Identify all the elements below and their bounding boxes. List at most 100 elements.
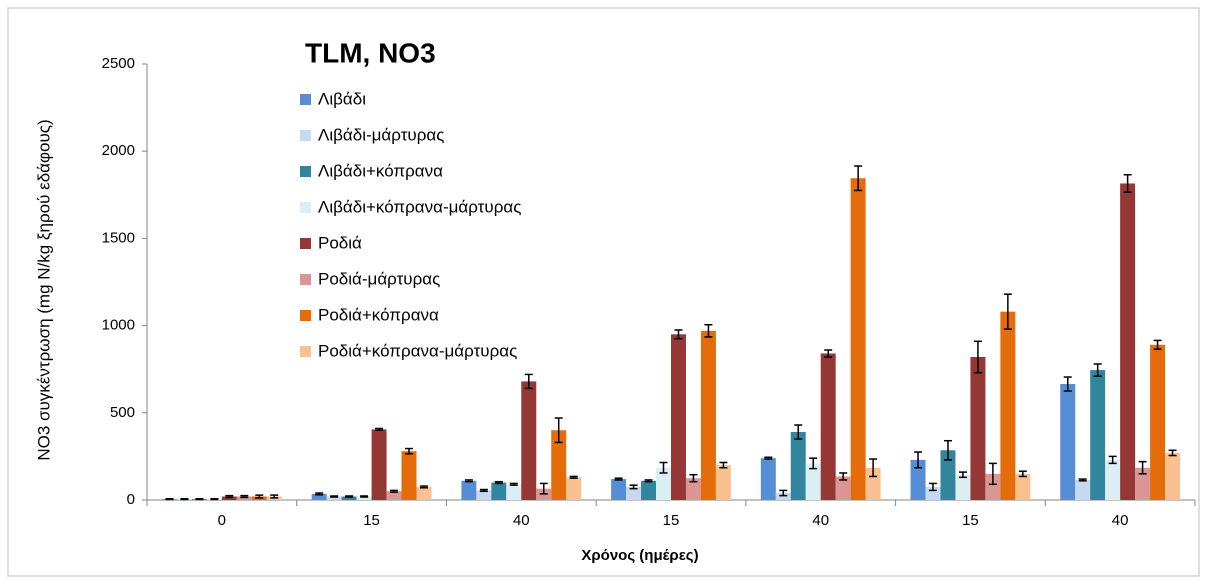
error-bar bbox=[779, 489, 788, 497]
error-bar bbox=[839, 472, 848, 481]
y-tick-label: 1000 bbox=[102, 317, 135, 334]
error-bar bbox=[464, 479, 473, 483]
bar bbox=[671, 334, 686, 500]
bar bbox=[626, 486, 642, 500]
legend-label: Λιβάδι+κόπρανα bbox=[318, 161, 443, 180]
y-tick-label: 2000 bbox=[102, 142, 135, 159]
error-bar bbox=[824, 349, 833, 358]
legend-label: Ροδιά-μάρτυρας bbox=[318, 269, 440, 288]
error-bar bbox=[943, 439, 952, 461]
legend-swatch bbox=[300, 166, 311, 177]
error-bar bbox=[614, 477, 623, 481]
bar bbox=[491, 482, 507, 500]
error-bar bbox=[689, 473, 698, 483]
bar bbox=[521, 381, 537, 500]
bar bbox=[805, 463, 821, 500]
error-bar bbox=[524, 373, 533, 390]
error-bar bbox=[360, 495, 369, 498]
error-bar bbox=[554, 417, 563, 444]
error-bar bbox=[210, 498, 219, 501]
error-bar bbox=[1018, 470, 1027, 478]
error-bar bbox=[240, 494, 249, 499]
legend-swatch bbox=[300, 94, 311, 105]
error-bar bbox=[914, 451, 923, 469]
bar bbox=[850, 178, 866, 500]
error-bar bbox=[988, 462, 997, 486]
bar bbox=[910, 459, 926, 500]
bar bbox=[940, 450, 956, 500]
error-bar bbox=[405, 447, 413, 455]
x-tick-label: 15 bbox=[363, 512, 380, 529]
error-bar bbox=[330, 495, 339, 498]
error-bar bbox=[674, 329, 683, 340]
error-bar bbox=[419, 485, 428, 489]
bar bbox=[311, 493, 327, 500]
bar bbox=[970, 356, 986, 500]
error-bar bbox=[719, 461, 728, 469]
error-bar bbox=[1138, 460, 1147, 475]
error-bar bbox=[1063, 376, 1072, 392]
error-bar bbox=[494, 480, 503, 485]
bar bbox=[371, 429, 387, 500]
bar bbox=[341, 496, 357, 500]
error-bar bbox=[390, 489, 399, 493]
error-bar bbox=[255, 494, 264, 499]
x-tick-label: 40 bbox=[513, 512, 530, 529]
legend-swatch bbox=[300, 274, 311, 285]
error-bar bbox=[1123, 173, 1132, 193]
bar bbox=[566, 477, 582, 500]
y-tick-label: 0 bbox=[127, 491, 135, 508]
legend-label: Ροδιά+κόπρανα-μάρτυρας bbox=[318, 341, 517, 360]
bar bbox=[221, 496, 237, 500]
legend-swatch bbox=[300, 130, 311, 141]
bar bbox=[1150, 344, 1166, 500]
bar bbox=[715, 465, 731, 500]
bar bbox=[835, 476, 851, 500]
error-bar bbox=[345, 495, 354, 498]
bar bbox=[1105, 459, 1121, 500]
x-axis-label: Χρόνος (ημέρες) bbox=[581, 547, 698, 564]
legend-swatch bbox=[300, 310, 311, 321]
error-bar bbox=[225, 494, 234, 499]
error-bar bbox=[1108, 455, 1117, 465]
y-tick-label: 500 bbox=[110, 404, 135, 421]
legend-swatch bbox=[300, 238, 311, 249]
error-bar bbox=[704, 323, 713, 338]
x-tick-label: 0 bbox=[218, 512, 226, 529]
bar bbox=[1015, 473, 1031, 500]
bar bbox=[685, 478, 701, 500]
error-bar bbox=[569, 475, 578, 479]
error-bar bbox=[629, 484, 638, 490]
legend-label: Ροδιά bbox=[318, 233, 362, 252]
bar bbox=[506, 484, 522, 500]
bar bbox=[461, 480, 477, 500]
legend-label: Λιβάδι-μάρτυρας bbox=[318, 125, 444, 144]
bar bbox=[700, 330, 716, 500]
legend-label: Λιβάδι bbox=[318, 89, 366, 108]
error-bar bbox=[165, 498, 174, 501]
bar bbox=[790, 431, 806, 500]
legend-label: Λιβάδι+κόπρανα-μάρτυρας bbox=[318, 197, 521, 216]
bar bbox=[641, 480, 657, 500]
bar bbox=[356, 496, 372, 500]
bar bbox=[401, 451, 417, 500]
error-bar bbox=[375, 427, 384, 431]
bar bbox=[476, 490, 492, 500]
error-bar bbox=[854, 165, 863, 192]
error-bar bbox=[659, 461, 668, 474]
error-bar bbox=[929, 482, 937, 492]
bar bbox=[611, 479, 627, 500]
y-tick-label: 2500 bbox=[102, 55, 135, 72]
bar bbox=[416, 486, 432, 500]
error-bar bbox=[973, 340, 982, 374]
bar bbox=[326, 496, 342, 500]
x-tick-label: 40 bbox=[1112, 512, 1129, 529]
error-bar bbox=[539, 482, 548, 495]
bar bbox=[1000, 311, 1016, 500]
bar bbox=[1075, 479, 1091, 500]
bar bbox=[236, 496, 252, 500]
error-bar bbox=[479, 488, 488, 493]
bar bbox=[1090, 370, 1106, 500]
legend-swatch bbox=[300, 346, 311, 357]
